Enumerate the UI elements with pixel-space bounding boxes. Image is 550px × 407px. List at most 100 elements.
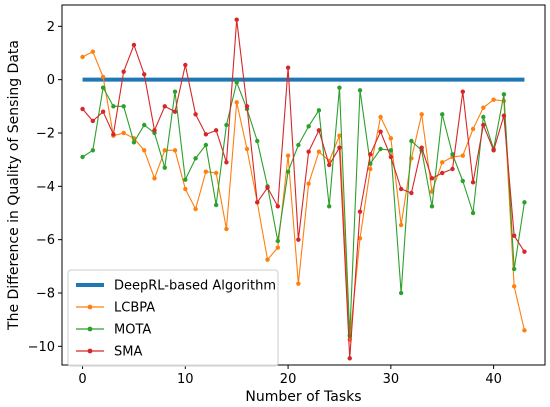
- data-point: [275, 238, 281, 244]
- legend-item: SMA: [76, 345, 142, 360]
- data-point: [337, 85, 342, 90]
- data-point: [80, 54, 85, 60]
- data-point: [100, 85, 106, 90]
- data-point: [398, 222, 404, 228]
- data-point: [522, 200, 527, 205]
- y-tick-label: −10: [28, 340, 55, 355]
- legend-label: MOTA: [114, 323, 151, 338]
- legend-item: DeepRL-based Algorithm: [76, 279, 276, 294]
- legend-item: MOTA: [76, 323, 151, 338]
- data-point: [234, 17, 239, 22]
- data-point: [306, 181, 311, 186]
- data-point: [429, 176, 435, 181]
- data-point: [470, 210, 476, 216]
- data-point: [357, 236, 363, 241]
- data-point: [203, 169, 209, 174]
- data-point: [121, 104, 126, 109]
- data-point: [100, 74, 106, 80]
- data-point: [460, 178, 465, 184]
- data-point: [481, 122, 486, 128]
- data-point: [131, 140, 137, 145]
- data-point: [378, 114, 383, 120]
- data-point: [265, 257, 270, 262]
- plot-area-frame: [61, 4, 546, 366]
- data-point: [511, 266, 517, 272]
- series-line: [82, 81, 525, 337]
- data-point: [162, 148, 167, 153]
- data-point: [326, 162, 332, 168]
- data-point: [183, 177, 188, 182]
- data-point: [491, 97, 496, 102]
- data-point: [491, 148, 496, 153]
- data-point: [296, 142, 301, 148]
- legend-box: [67, 269, 279, 367]
- data-point: [419, 112, 424, 117]
- data-point: [152, 176, 157, 181]
- y-tick-label: 2: [47, 20, 55, 35]
- data-point: [213, 202, 219, 208]
- data-point: [296, 281, 301, 286]
- data-point: [409, 190, 414, 196]
- data-point: [316, 128, 322, 133]
- data-point: [80, 154, 85, 160]
- data-point: [172, 89, 178, 94]
- data-point: [460, 89, 465, 94]
- data-point: [234, 80, 239, 85]
- legend-marker: [87, 348, 93, 354]
- data-point: [255, 200, 260, 205]
- data-point: [470, 126, 476, 132]
- data-point: [388, 148, 394, 153]
- series-sma: [80, 17, 527, 361]
- data-point: [255, 138, 260, 144]
- data-point: [234, 100, 239, 105]
- data-point: [337, 145, 342, 150]
- data-point: [511, 284, 517, 289]
- data-point: [172, 148, 178, 153]
- data-point: [162, 104, 167, 109]
- data-point: [398, 186, 404, 192]
- data-point: [285, 65, 291, 70]
- data-point: [172, 109, 178, 114]
- data-point: [193, 112, 198, 117]
- y-tick-label: −4: [36, 180, 55, 195]
- data-point: [326, 204, 332, 209]
- data-point: [121, 69, 126, 74]
- data-point: [183, 186, 188, 192]
- x-tick-label: 10: [177, 372, 194, 387]
- data-point: [368, 152, 373, 157]
- data-point: [224, 226, 229, 232]
- y-tick-label: −8: [36, 287, 55, 302]
- data-point: [142, 148, 147, 153]
- data-point: [224, 160, 229, 165]
- y-tick-label: −6: [36, 233, 55, 248]
- data-point: [306, 149, 311, 154]
- data-point: [265, 185, 270, 190]
- legend-label: SMA: [114, 345, 142, 360]
- data-point: [522, 328, 527, 333]
- data-point: [213, 128, 219, 133]
- legend-item: LCBPA: [76, 301, 155, 316]
- data-point: [378, 146, 383, 152]
- data-point: [429, 204, 435, 209]
- data-point: [378, 129, 383, 134]
- data-point: [142, 72, 147, 77]
- data-point: [100, 109, 106, 114]
- data-point: [450, 152, 455, 157]
- data-point: [501, 113, 507, 118]
- legend-marker: [87, 304, 93, 310]
- data-point: [285, 153, 291, 158]
- data-point: [80, 106, 85, 112]
- data-point: [419, 145, 424, 150]
- data-point: [357, 209, 363, 214]
- legend-marker: [87, 326, 93, 332]
- data-point: [470, 180, 476, 185]
- data-point: [244, 104, 250, 109]
- data-point: [440, 112, 445, 117]
- legend-label: LCBPA: [114, 301, 155, 316]
- x-tick-label: 40: [485, 372, 502, 387]
- data-point: [193, 156, 198, 161]
- data-point: [388, 136, 394, 141]
- data-point: [296, 237, 301, 242]
- y-tick-label: −2: [36, 127, 55, 142]
